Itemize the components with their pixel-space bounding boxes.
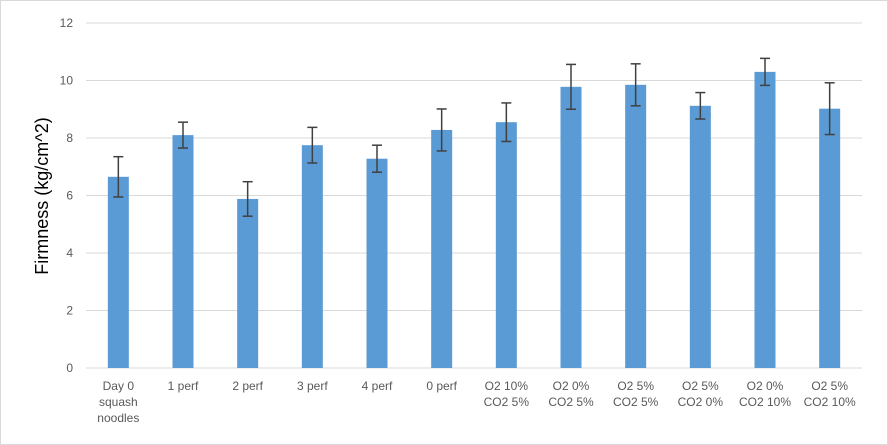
x-category-label: 3 perf — [297, 379, 328, 393]
error-bar — [436, 108, 447, 152]
error-bar — [760, 57, 770, 87]
x-category-label: Day 0 squash noodles — [97, 379, 139, 425]
bar — [689, 105, 711, 369]
bar — [366, 158, 388, 368]
bar — [431, 129, 453, 368]
error-bar — [178, 121, 188, 149]
y-tick-label: 4 — [66, 246, 73, 260]
x-category-label: O2 10% CO2 5% — [484, 379, 530, 409]
y-tick-label: 0 — [66, 361, 73, 375]
error-bar — [113, 155, 124, 198]
y-tick-label: 6 — [66, 189, 73, 203]
bar — [625, 84, 647, 368]
gridlines — [86, 22, 862, 369]
x-category-label: O2 5% CO2 10% — [804, 379, 856, 409]
error-bar — [242, 180, 253, 217]
x-category-label: 1 perf — [168, 379, 199, 393]
x-category-label: 0 perf — [426, 379, 457, 393]
error-bars — [113, 57, 835, 217]
bar — [107, 176, 129, 368]
bar — [301, 145, 323, 368]
bar — [754, 71, 776, 368]
y-tick-label: 2 — [66, 304, 73, 318]
bar — [172, 135, 194, 368]
bar — [560, 86, 582, 368]
error-bar — [824, 82, 835, 136]
error-bar — [630, 63, 641, 107]
bars — [107, 71, 841, 369]
y-tick-label: 10 — [60, 74, 74, 88]
x-category-label: O2 5% CO2 0% — [678, 379, 724, 409]
x-category-label: 2 perf — [232, 379, 263, 393]
y-axis-tick-labels: 0 2 4 6 8 10 12 — [60, 16, 74, 375]
y-axis-title: Firmness (kg/cm^2) — [32, 117, 52, 274]
y-tick-label: 8 — [66, 131, 73, 145]
x-axis-category-labels: Day 0 squash noodles 1 perf 2 perf 3 perf 4 pe… — [97, 379, 856, 425]
x-category-label: O2 0% CO2 5% — [548, 379, 594, 409]
error-bar — [566, 63, 576, 110]
error-bar — [501, 102, 512, 143]
error-bar — [695, 91, 706, 120]
bar — [819, 108, 841, 369]
x-category-label: O2 0% CO2 10% — [739, 379, 791, 409]
error-bar — [307, 126, 318, 164]
error-bar — [372, 144, 382, 173]
x-category-label: O2 5% CO2 5% — [613, 379, 659, 409]
x-category-label: 4 perf — [362, 379, 393, 393]
y-tick-label: 12 — [60, 16, 74, 30]
bar — [495, 122, 517, 368]
bar — [237, 198, 259, 368]
